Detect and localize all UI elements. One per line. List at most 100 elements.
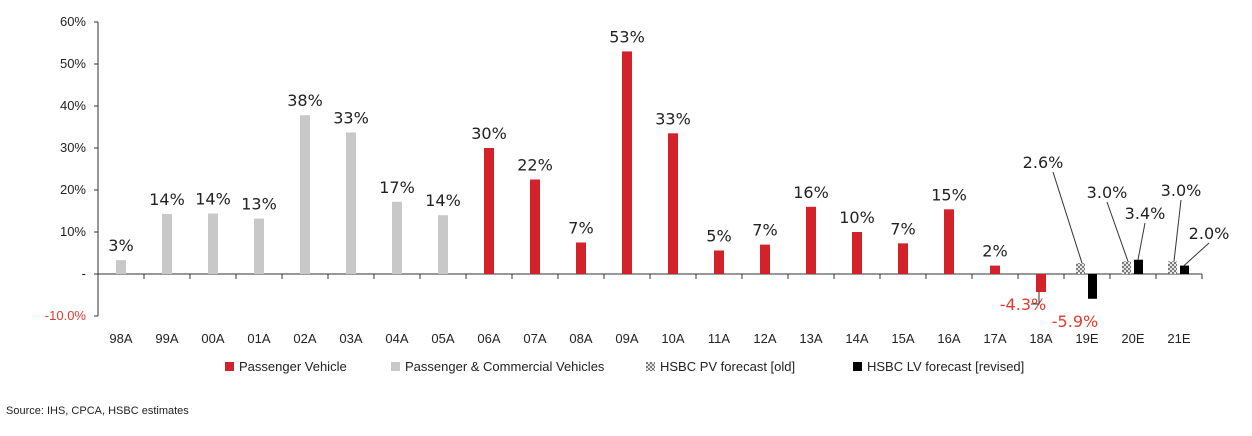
bars xyxy=(116,51,1189,299)
bar xyxy=(1180,265,1189,274)
y-tick-label: -10.0% xyxy=(45,308,87,323)
y-tick-label: 10% xyxy=(60,224,86,239)
y-tick-label: 50% xyxy=(60,56,86,71)
x-tick-label: 08A xyxy=(569,331,592,346)
bar xyxy=(346,132,356,274)
legend-label: Passenger & Commercial Vehicles xyxy=(405,359,605,374)
x-tick-label: 13A xyxy=(799,331,822,346)
legend-label: HSBC PV forecast [old] xyxy=(660,359,795,374)
data-label: 14% xyxy=(149,190,185,209)
x-tick-label: 16A xyxy=(937,331,960,346)
bar xyxy=(1122,261,1131,274)
y-tick-label: 40% xyxy=(60,98,86,113)
data-label: 33% xyxy=(655,109,691,128)
bar xyxy=(116,260,126,274)
legend-item: HSBC PV forecast [old] xyxy=(646,359,795,374)
x-tick-label: 05A xyxy=(431,331,454,346)
bar xyxy=(392,201,402,274)
bar xyxy=(898,243,908,274)
x-tick-label: 00A xyxy=(201,331,224,346)
data-label: 14% xyxy=(195,190,231,209)
leader-line xyxy=(1052,171,1083,264)
x-tick-label: 09A xyxy=(615,331,638,346)
y-tick-label: 30% xyxy=(60,140,86,155)
x-tick-label: 98A xyxy=(109,331,132,346)
legend-item: Passenger Vehicle xyxy=(225,359,347,374)
legend-swatch xyxy=(391,362,400,371)
data-label: 7% xyxy=(568,219,593,238)
legend-swatch xyxy=(853,362,862,371)
data-labels: 30% 22% 7% 53% 33% 5% 7% 16% 10% 7% 15% 2% -4.3% 3% 14… xyxy=(108,27,1229,331)
x-tick-label: 11A xyxy=(708,331,730,346)
bar xyxy=(852,232,862,274)
bar xyxy=(1036,274,1046,293)
legend-item: HSBC LV forecast [revised] xyxy=(853,359,1024,374)
x-tick-label: 21E xyxy=(1167,331,1190,346)
bar xyxy=(530,179,540,274)
bar xyxy=(1168,261,1177,274)
leader-line xyxy=(1031,292,1040,305)
legend-swatch xyxy=(225,362,234,371)
bar xyxy=(714,250,724,274)
x-tick-label: 12A xyxy=(753,331,776,346)
data-label: -5.9% xyxy=(1052,312,1098,331)
bar xyxy=(1076,263,1085,274)
data-label: 22% xyxy=(517,156,553,175)
legend-swatch xyxy=(646,362,655,371)
leader-line xyxy=(1183,242,1210,266)
data-label: 2.6% xyxy=(1023,153,1064,172)
legend: Passenger Vehicle Passenger & Commercial … xyxy=(225,359,1024,374)
x-tick-label: 07A xyxy=(523,331,546,346)
leader-line xyxy=(1173,199,1182,262)
chart: 60% 50% 40% 30% 20% 10% - -10.0% 98A 99A 00A 01A 02A… xyxy=(45,14,1230,374)
x-tick-label: 99A xyxy=(155,331,178,346)
data-label: 3.0% xyxy=(1087,183,1128,202)
bar xyxy=(438,215,448,274)
bar xyxy=(300,115,310,275)
data-label: 3.4% xyxy=(1125,204,1166,223)
bar xyxy=(1088,274,1097,299)
y-tick-label: 60% xyxy=(60,14,86,29)
data-label: 7% xyxy=(752,221,777,240)
x-tick-label: 04A xyxy=(385,331,408,346)
data-label: 14% xyxy=(425,191,461,210)
x-tick-label: 01A xyxy=(247,331,270,346)
leader-line xyxy=(1106,201,1129,262)
source-note: Source: IHS, CPCA, HSBC estimates xyxy=(6,405,189,417)
data-label: 5% xyxy=(706,226,731,245)
data-label: 2.0% xyxy=(1189,224,1230,243)
legend-item: Passenger & Commercial Vehicles xyxy=(391,359,605,374)
y-tick-label: - xyxy=(82,266,86,281)
x-tick-label: 10A xyxy=(661,331,684,346)
bar xyxy=(254,218,264,274)
x-tick-label: 06A xyxy=(477,331,500,346)
bar xyxy=(576,242,586,274)
y-tick-label: 20% xyxy=(60,182,86,197)
data-label: 3% xyxy=(108,236,133,255)
bar xyxy=(622,51,632,275)
bar xyxy=(484,148,494,274)
bar xyxy=(760,244,770,274)
x-tick-label: 19E xyxy=(1075,331,1098,346)
bar xyxy=(944,209,954,274)
data-label: -4.3% xyxy=(1000,295,1046,314)
x-tick-label: 18A xyxy=(1029,331,1052,346)
data-label: 30% xyxy=(471,124,507,143)
data-label: 7% xyxy=(890,219,915,238)
x-tick-label: 14A xyxy=(845,331,868,346)
legend-label: Passenger Vehicle xyxy=(239,359,347,374)
data-label: 17% xyxy=(379,178,415,197)
data-label: 16% xyxy=(793,183,829,202)
bar xyxy=(1134,259,1143,274)
x-tick-label: 02A xyxy=(293,331,316,346)
bar xyxy=(806,206,816,274)
leader-line xyxy=(1137,222,1146,260)
data-label: 13% xyxy=(241,195,277,214)
data-label: 15% xyxy=(931,185,967,204)
x-tick-label: 17A xyxy=(983,331,1006,346)
x-tick-label: 03A xyxy=(339,331,362,346)
legend-label: HSBC LV forecast [revised] xyxy=(867,359,1024,374)
data-label: 3.0% xyxy=(1161,181,1202,200)
data-label: 10% xyxy=(839,208,875,227)
bar xyxy=(208,213,218,274)
